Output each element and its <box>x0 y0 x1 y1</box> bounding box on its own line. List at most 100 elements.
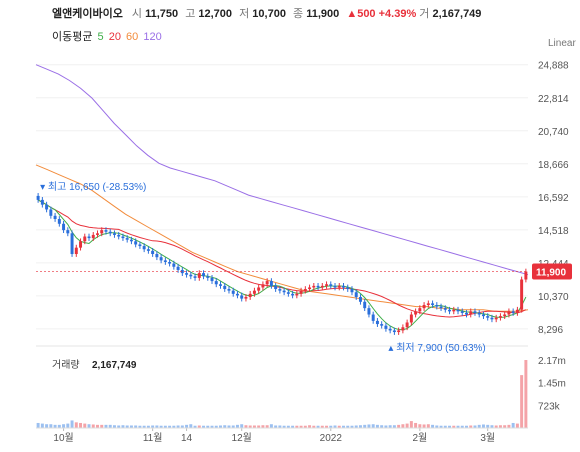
candle-body <box>439 306 443 309</box>
volume-bar <box>460 425 464 428</box>
volume-bar <box>252 425 256 428</box>
volume-bar <box>443 425 447 428</box>
volume-bar <box>295 425 299 428</box>
candle-body <box>227 289 231 291</box>
ma-legend-60[interactable]: 60 <box>126 31 139 43</box>
candle-body <box>473 311 477 313</box>
candle-body <box>100 230 104 234</box>
volume-bar <box>418 424 422 428</box>
candle-body <box>91 234 95 239</box>
volume-bar <box>248 425 252 428</box>
high-annotation: ▾ 최고 16,650 (-28.53%) <box>40 181 146 193</box>
candle-body <box>125 238 129 240</box>
candle-body <box>524 271 528 280</box>
volume-bar <box>507 424 511 428</box>
low-annotation: ▴ 최저 7,900 (50.63%) <box>388 342 485 354</box>
candle-body <box>316 285 320 288</box>
candle-body <box>414 311 418 315</box>
volume-bar <box>452 425 456 428</box>
volume-bar <box>227 425 231 428</box>
x-tick-label: 12월 <box>232 432 252 444</box>
volume-bar <box>57 424 61 428</box>
candle-body <box>354 292 358 298</box>
volume-bar <box>142 425 146 428</box>
candle-body <box>299 290 303 294</box>
price-tick-label: 8,296 <box>538 325 563 336</box>
volume-bar <box>134 425 138 428</box>
candle-body <box>405 322 409 328</box>
candle-body <box>308 287 312 290</box>
candle-body <box>129 239 133 242</box>
candle-body <box>193 276 197 278</box>
volume-bar <box>219 425 222 428</box>
candle-body <box>329 284 333 286</box>
volume-bar <box>189 424 193 428</box>
candle-body <box>426 303 430 305</box>
volume-bar <box>53 424 57 428</box>
volume-bar <box>405 423 409 428</box>
volume-title-value: 2,167,749 <box>92 360 137 371</box>
volume-bar <box>197 425 201 428</box>
candle-body <box>40 199 44 205</box>
ma-legend-120[interactable]: 120 <box>143 31 162 43</box>
volume-bar <box>214 425 218 428</box>
candle-body <box>494 317 498 320</box>
volume-bar <box>358 425 362 428</box>
volume-bar <box>320 425 324 428</box>
scale-mode-label[interactable]: Linear <box>548 38 576 49</box>
candle-body <box>117 234 121 237</box>
candle-body <box>70 233 74 255</box>
volume-bar <box>240 424 244 428</box>
volume-bar <box>49 424 53 428</box>
candle-body <box>363 301 367 309</box>
candle-body <box>465 312 468 315</box>
ma-legend-5[interactable]: 5 <box>97 31 104 43</box>
volume-bar <box>308 425 312 428</box>
volume-bar <box>223 425 227 428</box>
volume-bar <box>473 425 477 428</box>
candle-body <box>214 281 218 285</box>
volume-bar <box>422 424 426 428</box>
volume-bar <box>346 425 350 428</box>
volume-bar <box>354 425 358 428</box>
volume-tick-label: 2.17m <box>538 356 566 367</box>
volume-bar <box>337 425 341 428</box>
ma20-line <box>37 199 527 318</box>
x-tick-label: 11월 <box>143 432 163 444</box>
candle-body <box>155 254 159 258</box>
ma-legend-20[interactable]: 20 <box>108 31 121 43</box>
candle-body <box>138 244 142 247</box>
volume-bar <box>112 425 116 428</box>
candle-body <box>206 276 210 278</box>
candle-body <box>371 314 375 321</box>
stock-name: 엘앤케이바이오 <box>52 8 123 20</box>
candle-body <box>333 285 337 288</box>
candle-body <box>257 287 261 291</box>
candle-body <box>291 293 295 296</box>
volume-bar <box>274 425 278 428</box>
candle-body <box>477 312 481 315</box>
candle-body <box>286 292 290 294</box>
volume-bar <box>375 424 379 428</box>
candle-body <box>180 269 184 274</box>
volume-bar <box>244 425 248 428</box>
volume-bar <box>206 425 210 428</box>
candle-body <box>490 317 494 320</box>
volume-bar <box>511 422 515 428</box>
x-tick-label: 2월 <box>412 432 427 444</box>
volume-bar <box>278 425 282 428</box>
volume-bar <box>36 422 40 428</box>
volume-tick-label: 1.45m <box>538 379 566 390</box>
candle-body <box>219 284 222 286</box>
candle-body <box>240 295 244 299</box>
volume-bar <box>388 425 392 428</box>
moving-average-legend: 이동평균 5 20 60 120 <box>52 28 164 44</box>
volume-bar <box>168 425 172 428</box>
candle-body <box>83 236 87 242</box>
candle-body <box>185 273 189 275</box>
volume-title: 거래량 <box>52 359 80 371</box>
x-tick-label: 3월 <box>480 432 495 444</box>
candle-body <box>176 266 180 270</box>
volume-bar <box>481 424 485 428</box>
